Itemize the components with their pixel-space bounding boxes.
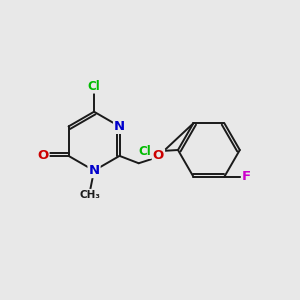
Text: N: N (114, 120, 125, 133)
Text: CH₃: CH₃ (79, 190, 100, 200)
Text: N: N (88, 164, 100, 177)
Text: O: O (37, 149, 49, 162)
Text: F: F (242, 170, 251, 183)
Text: Cl: Cl (138, 145, 151, 158)
Text: O: O (153, 149, 164, 162)
Text: Cl: Cl (88, 80, 100, 93)
